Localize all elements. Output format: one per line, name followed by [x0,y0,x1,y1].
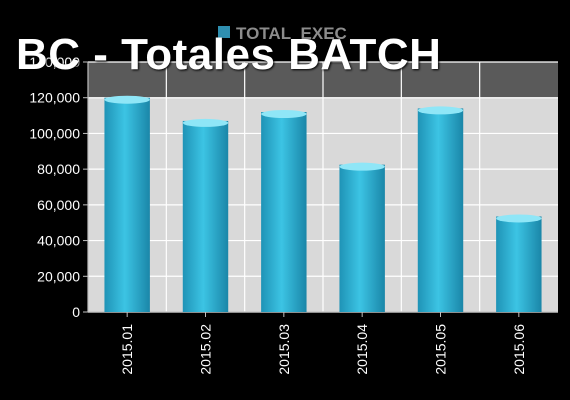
legend-label: TOTAL_EXEC [236,24,347,43]
slide-title: BC - Totales BATCH [16,30,442,79]
x-tick-label: 2015.06 [511,324,527,375]
y-tick-label: 0 [72,304,80,320]
bar-body [182,120,229,312]
bar [496,214,542,312]
bar [182,118,229,312]
y-tick-label: 140,000 [29,54,80,70]
y-tick-label: 40,000 [37,233,80,249]
x-axis: 2015.01 2015.02 2015.03 2015.04 2015.05 2015.… [88,311,558,375]
bar [339,162,385,312]
x-tick-label: 2015.05 [433,324,449,375]
legend-swatch [218,26,230,38]
y-tick-label: 100,000 [29,125,80,141]
legend: TOTAL_EXEC [218,24,347,43]
bar-cap [417,106,464,115]
y-tick-label: 120,000 [29,90,80,106]
bar-cap [104,95,150,104]
bar-series [104,95,542,312]
bar-body [339,164,385,312]
bar [417,106,464,312]
bar-cap [182,118,229,127]
y-tick-label: 60,000 [37,197,80,213]
x-tick-label: 2015.04 [354,324,370,375]
y-tick-label: 20,000 [37,268,80,284]
bar-body [496,216,542,312]
bar-cap [261,110,307,118]
x-tick-label: 2015.03 [276,324,292,375]
plot-area [88,61,558,313]
y-axis: 0 20,000 40,000 60,000 80,000 100,000 120,000 1… [29,54,89,320]
bar-cap [339,162,385,171]
bar-cap [496,214,542,223]
bar-body [261,112,307,312]
bar [261,110,307,312]
x-tick-label: 2015.02 [198,324,214,375]
y-tick-label: 80,000 [37,161,80,177]
bar [104,95,150,312]
x-tick-label: 2015.01 [119,324,135,375]
bar-body [417,108,464,312]
bar-body [104,97,150,312]
